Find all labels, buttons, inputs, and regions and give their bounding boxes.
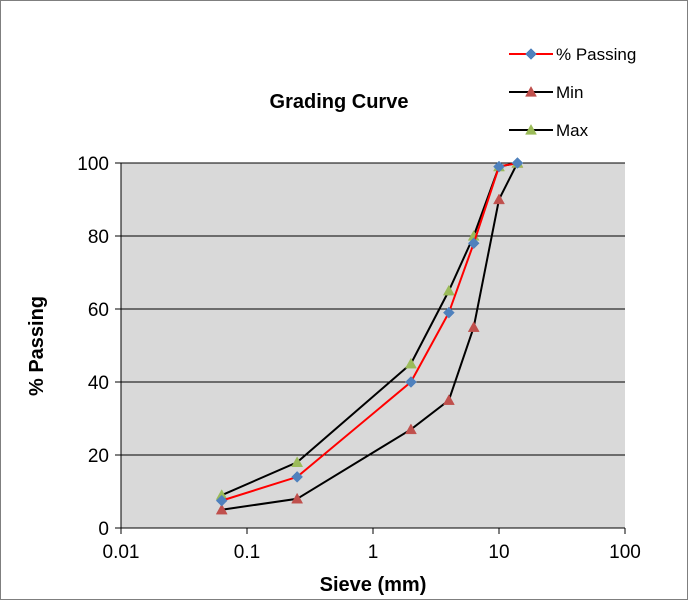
x-tick-label: 10 [488, 542, 509, 563]
legend-item: Min [509, 83, 583, 102]
x-tick-labels: 0.01 0.1 1 10 100 [103, 542, 641, 563]
data-point [405, 357, 417, 369]
y-axis-title: % Passing [26, 296, 48, 396]
data-point [215, 503, 228, 515]
data-point [291, 492, 304, 504]
y-tick-label: 20 [88, 446, 109, 467]
data-point [467, 237, 480, 250]
legend-marker [525, 85, 537, 97]
data-point [291, 471, 303, 483]
data-point [442, 394, 455, 405]
plot-area [121, 163, 625, 528]
y-tick-label: 100 [77, 154, 109, 175]
legend-item: Max [509, 121, 589, 140]
legend: % Passing Min Max [509, 45, 636, 140]
x-tick-label: 100 [609, 542, 641, 563]
y-tick-label: 80 [88, 227, 109, 248]
data-point [443, 306, 455, 319]
y-tick-label: 60 [88, 300, 109, 321]
y-tick-label: 40 [88, 373, 109, 394]
legend-label: Min [556, 83, 583, 102]
data-point [467, 321, 480, 332]
series-min [215, 156, 524, 515]
chart-title: Grading Curve [270, 91, 409, 113]
data-point [493, 193, 505, 205]
legend-marker [525, 123, 537, 135]
gridlines [115, 162, 626, 534]
legend-item: % Passing [509, 45, 636, 64]
legend-label: Max [556, 121, 589, 140]
data-point [511, 157, 524, 169]
x-tick-label: 0.1 [234, 542, 260, 563]
x-axis-title: Sieve (mm) [320, 574, 427, 596]
y-tick-label: 0 [98, 519, 109, 540]
legend-marker [525, 48, 537, 60]
data-point [405, 423, 417, 435]
data-point [442, 284, 455, 296]
y-tick-labels: 0 20 40 60 80 100 [77, 154, 109, 540]
data-point [215, 494, 228, 507]
x-tick-label: 0.01 [103, 542, 140, 563]
legend-label: % Passing [556, 45, 636, 64]
data-series [215, 156, 524, 515]
data-point [291, 456, 304, 467]
x-tick-label: 1 [368, 542, 379, 563]
axes [120, 163, 625, 529]
data-point [493, 160, 505, 173]
data-point [405, 376, 417, 388]
series-passing [215, 157, 524, 507]
